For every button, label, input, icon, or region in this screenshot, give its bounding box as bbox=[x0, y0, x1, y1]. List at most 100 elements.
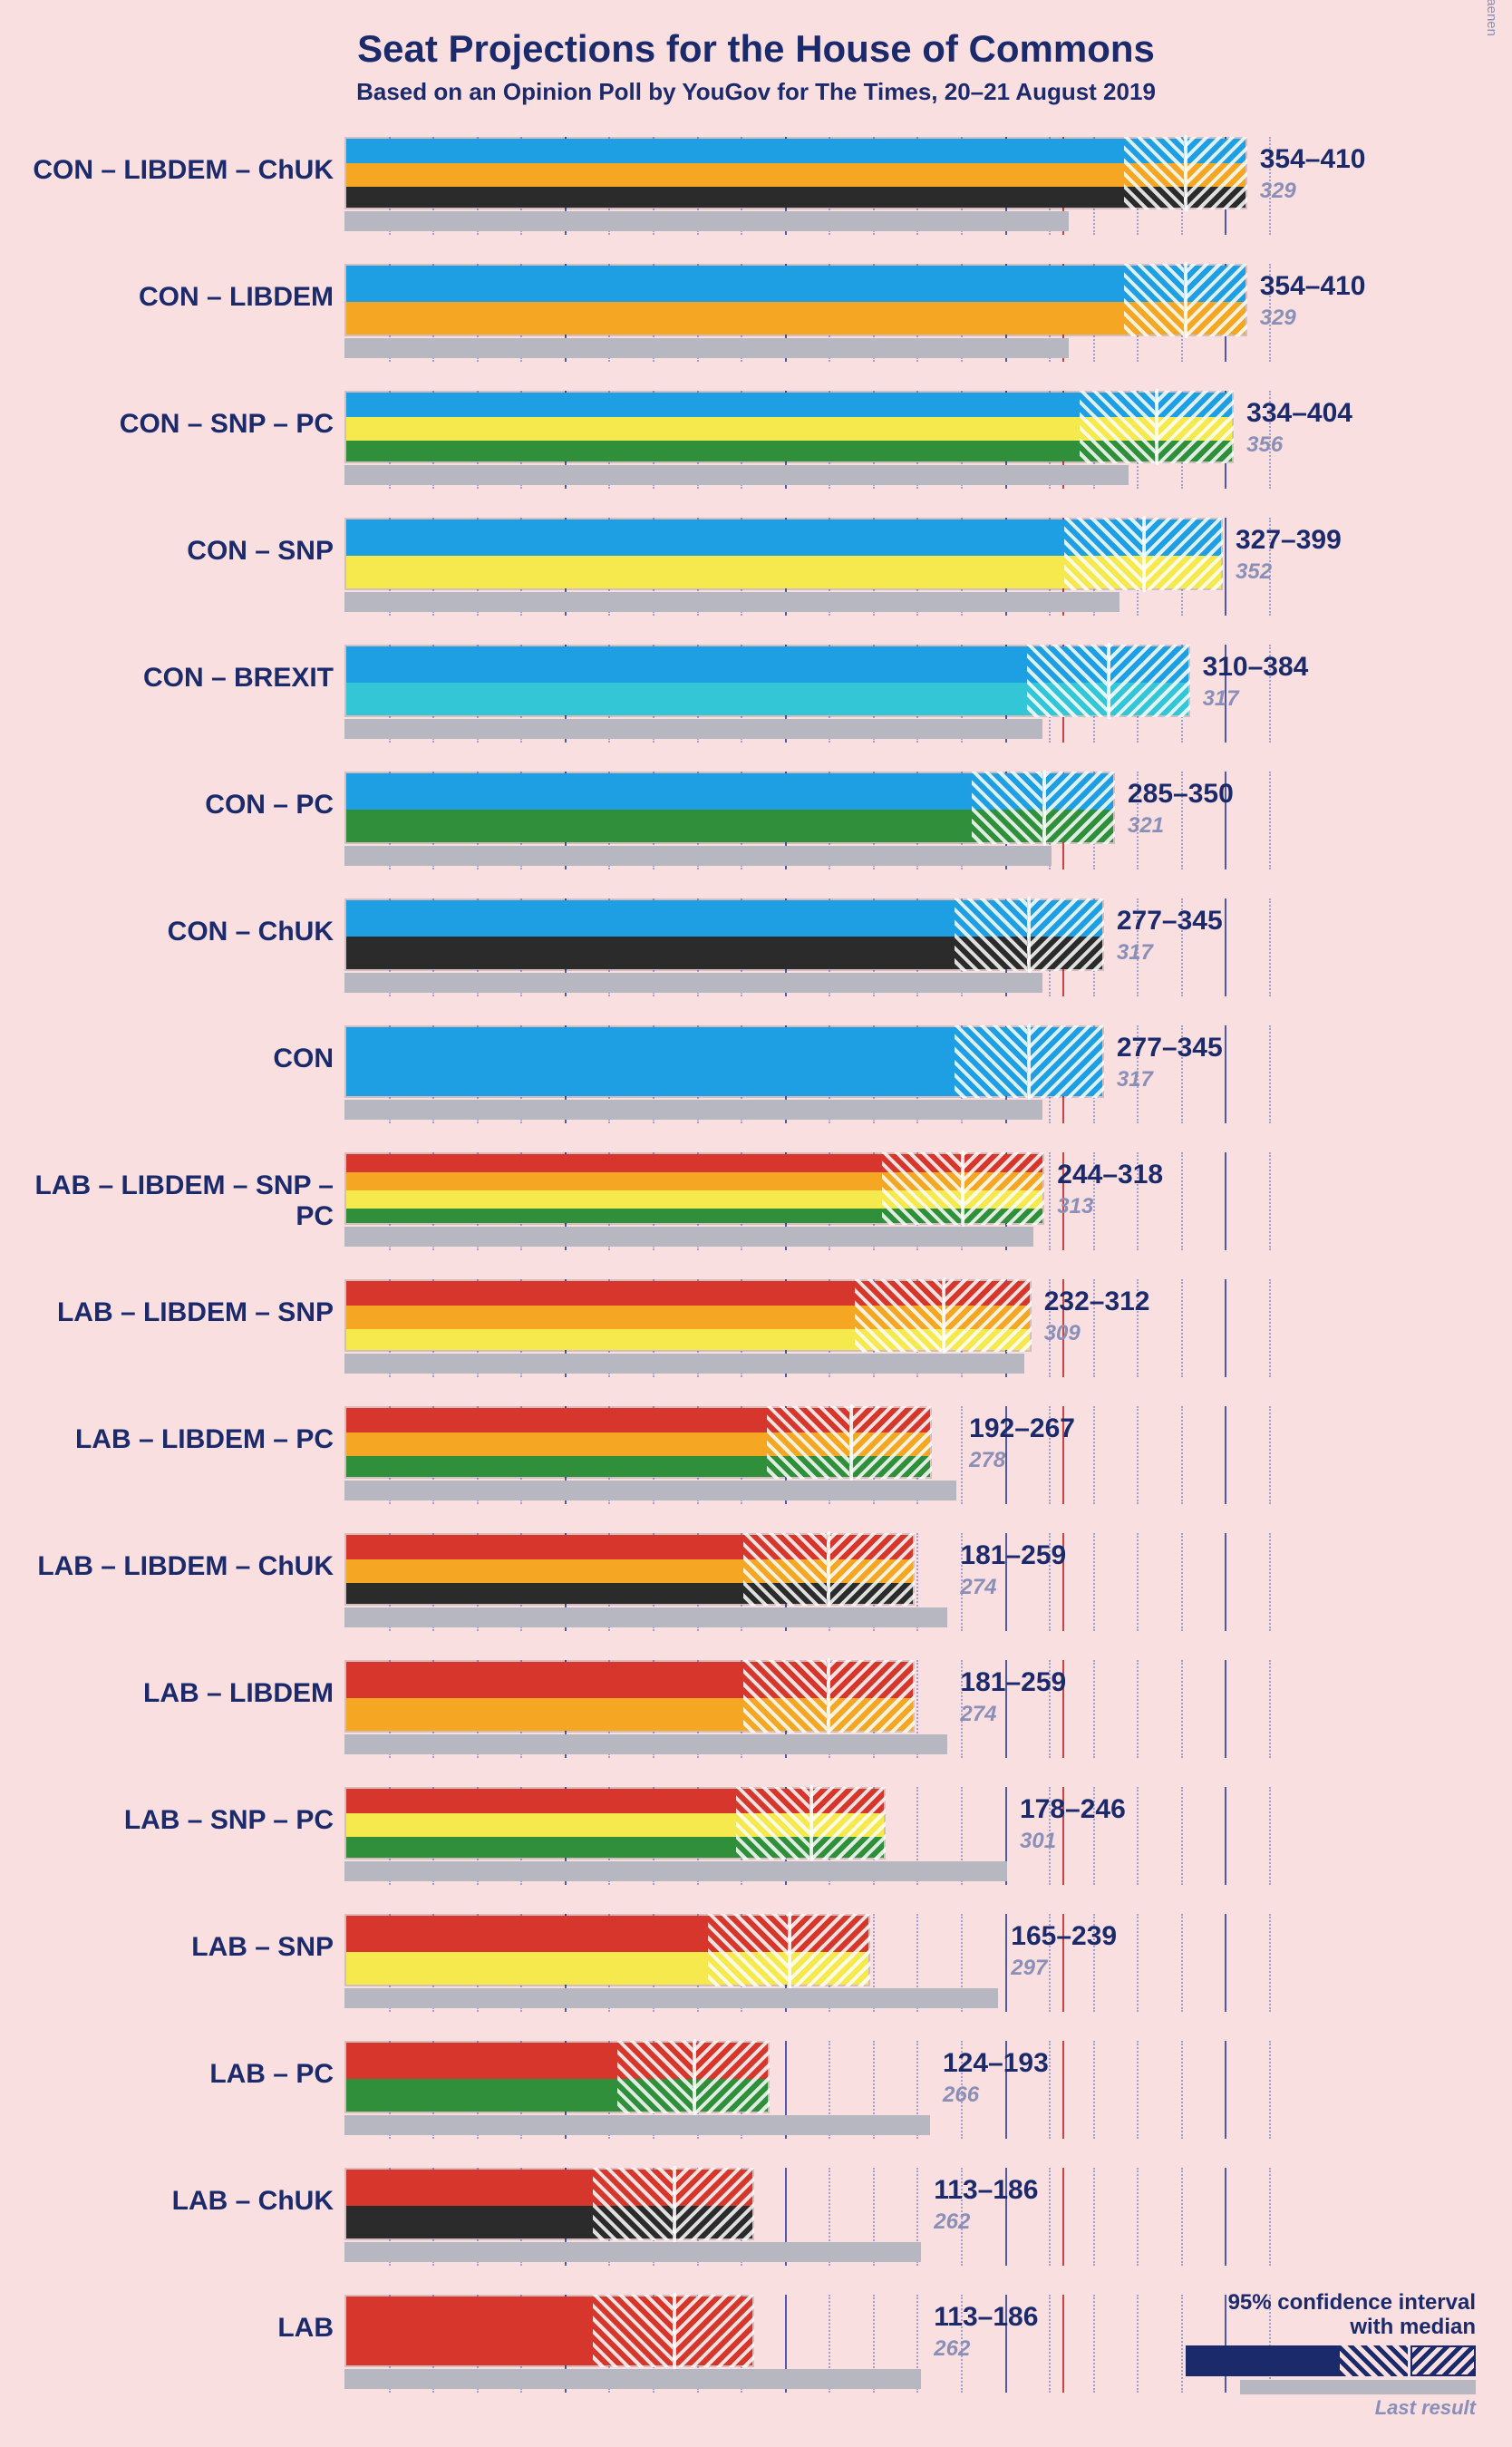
ci-upper-hatch bbox=[1144, 518, 1223, 590]
last-result-label: 301 bbox=[1020, 1829, 1056, 1854]
ci-lower-hatch bbox=[736, 1787, 811, 1860]
legend-last-swatch bbox=[1240, 2380, 1476, 2394]
coalition-label: CON bbox=[7, 1044, 334, 1074]
median-marker bbox=[850, 1404, 853, 1481]
ci-upper-hatch bbox=[829, 1533, 915, 1606]
coalition-label: CON – SNP – PC bbox=[7, 409, 334, 440]
bar-area bbox=[344, 1787, 1269, 1885]
last-result-label: 297 bbox=[1011, 1956, 1047, 1981]
range-label: 327–399 bbox=[1236, 525, 1342, 556]
last-result-bar bbox=[344, 1607, 947, 1627]
last-result-bar bbox=[344, 1100, 1042, 1120]
coalition-row: LAB – SNP165–239297 bbox=[0, 1903, 1512, 2030]
last-result-bar bbox=[344, 846, 1052, 866]
legend-last-label: Last result bbox=[1149, 2396, 1476, 2420]
copyright-text: © 2019 Filip van Laenen bbox=[1484, 0, 1499, 36]
median-marker bbox=[810, 1785, 813, 1861]
ci-lower-hatch bbox=[1124, 264, 1186, 336]
last-result-label: 329 bbox=[1260, 306, 1296, 331]
projection-bar bbox=[344, 264, 1247, 336]
bar-area bbox=[344, 1660, 1269, 1758]
ci-lower-hatch bbox=[955, 1025, 1030, 1098]
range-label: 354–410 bbox=[1260, 144, 1366, 175]
range-label: 285–350 bbox=[1128, 779, 1234, 810]
last-result-bar bbox=[344, 2115, 930, 2135]
ci-upper-hatch bbox=[811, 1787, 887, 1860]
ci-lower-hatch bbox=[708, 1914, 790, 1986]
ci-upper-hatch bbox=[1186, 137, 1247, 209]
bar-area bbox=[344, 2041, 1269, 2139]
range-label: 181–259 bbox=[960, 1540, 1066, 1571]
coalition-label: LAB – ChUK bbox=[7, 2186, 334, 2217]
chart-title: Seat Projections for the House of Common… bbox=[0, 27, 1512, 71]
bar-area bbox=[344, 1914, 1269, 2012]
ci-lower-hatch bbox=[593, 2168, 674, 2240]
coalition-row: LAB – ChUK113–186262 bbox=[0, 2157, 1512, 2284]
coalition-label: LAB – LIBDEM – PC bbox=[7, 1424, 334, 1455]
median-marker bbox=[1108, 643, 1110, 719]
coalition-row: LAB – LIBDEM – SNP – PC244–318313 bbox=[0, 1141, 1512, 1268]
last-result-label: 266 bbox=[943, 2083, 979, 2108]
range-label: 124–193 bbox=[943, 2048, 1049, 2079]
median-marker bbox=[1028, 1024, 1031, 1100]
range-label: 178–246 bbox=[1020, 1794, 1126, 1825]
last-result-bar bbox=[344, 338, 1069, 358]
legend-ci-swatch bbox=[1186, 2345, 1476, 2376]
last-result-label: 313 bbox=[1057, 1194, 1093, 1219]
median-marker bbox=[674, 2293, 676, 2369]
last-result-bar bbox=[344, 465, 1129, 485]
last-result-bar bbox=[344, 973, 1042, 993]
ci-lower-hatch bbox=[593, 2295, 674, 2367]
coalition-label: LAB – LIBDEM – ChUK bbox=[7, 1551, 334, 1582]
projection-bar bbox=[344, 137, 1247, 209]
last-result-label: 317 bbox=[1203, 686, 1239, 712]
last-result-bar bbox=[344, 2369, 921, 2389]
median-marker bbox=[1028, 897, 1031, 973]
ci-upper-hatch bbox=[1186, 264, 1247, 336]
coalition-label: CON – ChUK bbox=[7, 917, 334, 947]
coalition-row: LAB – LIBDEM181–259274 bbox=[0, 1649, 1512, 1776]
bar-area bbox=[344, 1406, 1269, 1504]
last-result-bar bbox=[344, 1481, 956, 1500]
median-marker bbox=[828, 1658, 830, 1734]
ci-upper-hatch bbox=[1029, 1025, 1104, 1098]
last-result-bar bbox=[344, 719, 1042, 739]
median-marker bbox=[789, 1912, 791, 1988]
last-result-label: 321 bbox=[1128, 813, 1164, 839]
last-result-label: 309 bbox=[1044, 1321, 1081, 1346]
median-marker bbox=[943, 1277, 945, 1354]
last-result-bar bbox=[344, 1227, 1033, 1247]
coalition-row: LAB – LIBDEM – ChUK181–259274 bbox=[0, 1522, 1512, 1649]
chart-legend: 95% confidence interval with median Last… bbox=[1149, 2290, 1476, 2420]
bar-area bbox=[344, 137, 1269, 235]
last-result-label: 262 bbox=[934, 2209, 970, 2235]
last-result-label: 262 bbox=[934, 2336, 970, 2362]
coalition-row: CON277–345317 bbox=[0, 1015, 1512, 1141]
coalition-row: CON – SNP – PC334–404356 bbox=[0, 380, 1512, 507]
coalition-row: CON – LIBDEM – ChUK354–410329 bbox=[0, 126, 1512, 253]
ci-upper-hatch bbox=[1157, 391, 1234, 463]
last-result-bar bbox=[344, 1734, 947, 1754]
last-result-bar bbox=[344, 211, 1069, 231]
ci-lower-hatch bbox=[855, 1279, 943, 1352]
ci-upper-hatch bbox=[944, 1279, 1032, 1352]
coalition-row: LAB – PC124–193266 bbox=[0, 2030, 1512, 2157]
median-marker bbox=[1156, 389, 1158, 465]
range-label: 310–384 bbox=[1203, 652, 1309, 683]
coalition-row: CON – LIBDEM354–410329 bbox=[0, 253, 1512, 380]
ci-upper-hatch bbox=[829, 1660, 915, 1733]
coalition-row: LAB – SNP – PC 178–246 301 bbox=[0, 1776, 1512, 1903]
last-result-bar bbox=[344, 1988, 998, 2008]
chart-rows: CON – LIBDEM – ChUK354–410329CON – LIBDE… bbox=[0, 126, 1512, 2447]
median-marker bbox=[1043, 770, 1046, 846]
ci-lower-hatch bbox=[1124, 137, 1186, 209]
coalition-label: LAB – SNP – PC bbox=[7, 1805, 334, 1836]
last-result-bar bbox=[344, 592, 1119, 612]
median-marker bbox=[693, 2039, 696, 2115]
range-label: 277–345 bbox=[1117, 906, 1223, 937]
coalition-label: LAB – LIBDEM – SNP – PC bbox=[7, 1170, 334, 1232]
bar-area bbox=[344, 2168, 1269, 2266]
bar-area bbox=[344, 391, 1269, 489]
bar-area bbox=[344, 2295, 1269, 2393]
range-label: 165–239 bbox=[1011, 1921, 1117, 1952]
